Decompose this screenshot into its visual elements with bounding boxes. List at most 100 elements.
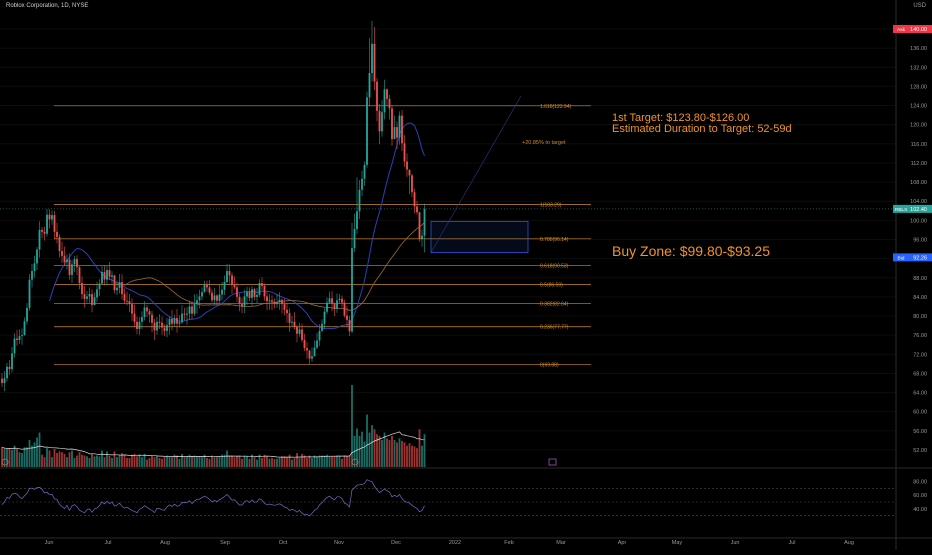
candle-body (6, 366, 8, 379)
volume-bar (66, 457, 68, 467)
candle-body (353, 228, 356, 249)
bid-price-label-value: 92.26 (913, 255, 927, 261)
volume-bar (423, 434, 426, 467)
volume-bar (61, 452, 63, 467)
volume-bar (146, 459, 148, 467)
candle-body (223, 282, 226, 290)
volume-bar (368, 432, 371, 467)
volume-bar (326, 454, 328, 467)
volume-bar (303, 455, 306, 467)
volume-bar (213, 457, 216, 467)
y-tick-label: 124.00 (910, 104, 927, 110)
candle-body (58, 237, 61, 251)
candle-body (156, 321, 158, 331)
volume-ma-line (1, 431, 425, 458)
candle-body (373, 43, 376, 82)
y-tick-label: 112.00 (911, 161, 927, 167)
volume-bar (316, 456, 318, 467)
candle-body (143, 307, 146, 318)
volume-bar (376, 434, 378, 467)
candle-body (208, 287, 211, 293)
volume-bar (78, 452, 81, 467)
volume-bar (283, 456, 286, 467)
y-tick-label: 52.00 (913, 448, 927, 454)
x-tick-label: Jun (45, 540, 54, 546)
candle-body (176, 317, 178, 324)
volume-bar (256, 459, 258, 467)
volume-bar (246, 456, 248, 467)
candle-body (246, 291, 248, 297)
candle-body (366, 97, 368, 165)
candle-body (406, 161, 408, 170)
volume-bar (46, 448, 48, 467)
volume-bar (418, 429, 421, 467)
y-tick-label: 64.00 (913, 391, 927, 397)
volume-bar (116, 457, 118, 467)
x-tick-label: May (672, 540, 683, 546)
volume-bar (211, 455, 213, 467)
volume-bar (1, 447, 3, 467)
volume-bar (51, 457, 53, 467)
volume-bar (331, 456, 333, 467)
volume-bar (241, 458, 243, 467)
candle-body (263, 285, 266, 297)
last-price-label-value: 102.40 (910, 207, 927, 213)
volume-bar (261, 457, 263, 467)
y-tick-label: 84.00 (913, 295, 927, 301)
volume-bar (18, 452, 21, 467)
candle-body (283, 304, 286, 310)
candle-body (43, 231, 46, 234)
volume-bar (121, 453, 123, 467)
volume-bar (16, 448, 18, 467)
candle-body (38, 229, 41, 250)
candle-body (221, 289, 223, 295)
volume-bar (301, 453, 303, 467)
volume-bar (243, 455, 246, 467)
volume-bar (88, 457, 91, 467)
volume-bar (401, 440, 403, 467)
candle-body (68, 259, 71, 275)
candle-body (153, 322, 156, 331)
volume-bar (351, 385, 353, 467)
rsi-tick-label: 80.00 (913, 480, 927, 486)
volume-bar (266, 456, 268, 467)
volume-bar (306, 457, 308, 467)
volume-bar (286, 457, 288, 467)
candle-body (341, 298, 343, 303)
volume-bar (416, 448, 418, 467)
candle-body (291, 321, 293, 323)
volume-bar (178, 458, 181, 467)
candle-body (3, 378, 6, 384)
candle-body (393, 127, 396, 140)
candle-body (111, 275, 113, 277)
candle-body (378, 110, 381, 132)
x-tick-label: Sep (220, 540, 230, 546)
volume-bar (166, 455, 168, 467)
bid-price-label-value-bg (909, 253, 932, 262)
volume-bar (58, 451, 61, 467)
volume-bar (398, 438, 401, 467)
volume-bar (21, 453, 23, 467)
volume-bar (171, 457, 173, 467)
volume-bar (228, 456, 231, 467)
candle-body (201, 292, 203, 297)
candle-body (186, 313, 188, 315)
candle-body (81, 283, 83, 295)
y-tick-label: 104.00 (910, 199, 927, 205)
volume-bar (23, 447, 26, 467)
candle-body (151, 314, 153, 323)
volume-bar (408, 443, 411, 467)
candle-body (273, 301, 276, 305)
volume-bar (71, 450, 73, 467)
volume-bar (421, 445, 423, 467)
y-tick-label: 56.00 (913, 429, 927, 435)
y-tick-label: 128.00 (910, 84, 927, 90)
candle-body (191, 306, 193, 314)
volume-bar (291, 459, 293, 467)
y-tick-label: 108.00 (910, 180, 927, 186)
volume-bar (411, 445, 413, 467)
x-tick-label: Apr (618, 540, 627, 546)
candle-body (178, 322, 181, 324)
y-tick-label: 80.00 (913, 314, 927, 320)
